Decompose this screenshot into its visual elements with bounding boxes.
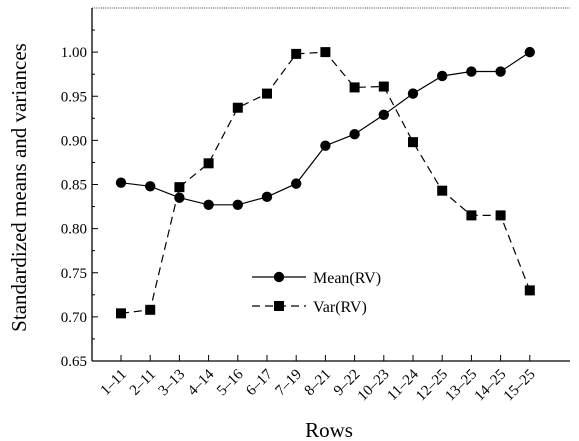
y-tick-label: 1.00 xyxy=(61,45,87,61)
x-tick-label: 8–21 xyxy=(302,367,335,400)
mean-point xyxy=(407,88,419,99)
var-point xyxy=(145,304,156,315)
x-tick-label: 5–16 xyxy=(214,366,247,399)
y-tick-label: 0.85 xyxy=(61,178,87,194)
legend-label: Mean(RV) xyxy=(313,270,381,287)
mean-point xyxy=(232,199,243,210)
x-tick-label: 12–25 xyxy=(413,367,451,405)
y-tick-label: 0.90 xyxy=(61,133,87,149)
x-tick-label: 6–17 xyxy=(243,366,276,399)
legend-marker-square xyxy=(274,301,284,311)
mean-point xyxy=(466,66,477,77)
var-point xyxy=(378,81,389,92)
mean-point xyxy=(495,66,506,77)
var-point xyxy=(466,210,477,221)
y-tick-label: 0.80 xyxy=(61,222,87,238)
x-tick-label: 3–13 xyxy=(156,367,189,400)
x-tick-label: 2–11 xyxy=(127,367,159,399)
var-point xyxy=(437,185,448,196)
var-point xyxy=(495,210,506,221)
var-point xyxy=(174,182,185,193)
x-tick-label: 4–14 xyxy=(185,366,218,399)
mean-point xyxy=(174,192,185,203)
x-tick-label: 13–25 xyxy=(442,367,480,405)
x-tick-label: 1–11 xyxy=(98,367,130,399)
legend: Mean(RV) Var(RV) xyxy=(252,270,381,316)
mean-point xyxy=(349,128,360,140)
mean-point xyxy=(378,109,389,120)
var-point xyxy=(291,48,302,59)
var-point xyxy=(116,308,126,319)
x-tick-label: 14–25 xyxy=(472,367,510,405)
y-tick-label: 0.95 xyxy=(61,89,87,105)
mean-point xyxy=(115,177,127,188)
x-tick-label: 15–25 xyxy=(501,367,539,405)
x-axis-ticks: 1–112–113–134–145–166–177–198–219–2210–2… xyxy=(98,355,539,404)
var-point xyxy=(408,137,418,148)
mean-point xyxy=(437,70,448,82)
y-axis-ticks: 0.65 0.70 0.75 0.80 0.85 0.90 0.95 1.00 xyxy=(61,29,98,370)
mean-point xyxy=(524,46,535,58)
var-point xyxy=(349,82,360,93)
x-tick-label: 11–24 xyxy=(384,366,422,404)
var-point xyxy=(262,88,272,99)
var-point xyxy=(320,47,331,58)
y-tick-label: 0.70 xyxy=(61,310,87,326)
mean-point xyxy=(145,181,156,192)
var-point xyxy=(232,102,243,113)
series-layer xyxy=(115,46,535,319)
x-tick-label: 10–23 xyxy=(355,367,393,405)
mean-point xyxy=(291,178,302,189)
y-axis-title: Standardized means and variances xyxy=(7,43,31,332)
mean-point xyxy=(320,140,331,151)
x-axis-title: Rows xyxy=(305,418,353,441)
legend-label: Var(RV) xyxy=(313,299,367,316)
var-point xyxy=(203,158,214,169)
y-tick-label: 0.75 xyxy=(61,266,87,282)
x-tick-label: 7–19 xyxy=(273,367,306,400)
mean-point xyxy=(203,199,214,210)
mean-point xyxy=(261,191,273,203)
var-point xyxy=(524,285,535,296)
y-tick-label: 0.65 xyxy=(61,354,87,370)
legend-marker-circle xyxy=(273,271,285,283)
